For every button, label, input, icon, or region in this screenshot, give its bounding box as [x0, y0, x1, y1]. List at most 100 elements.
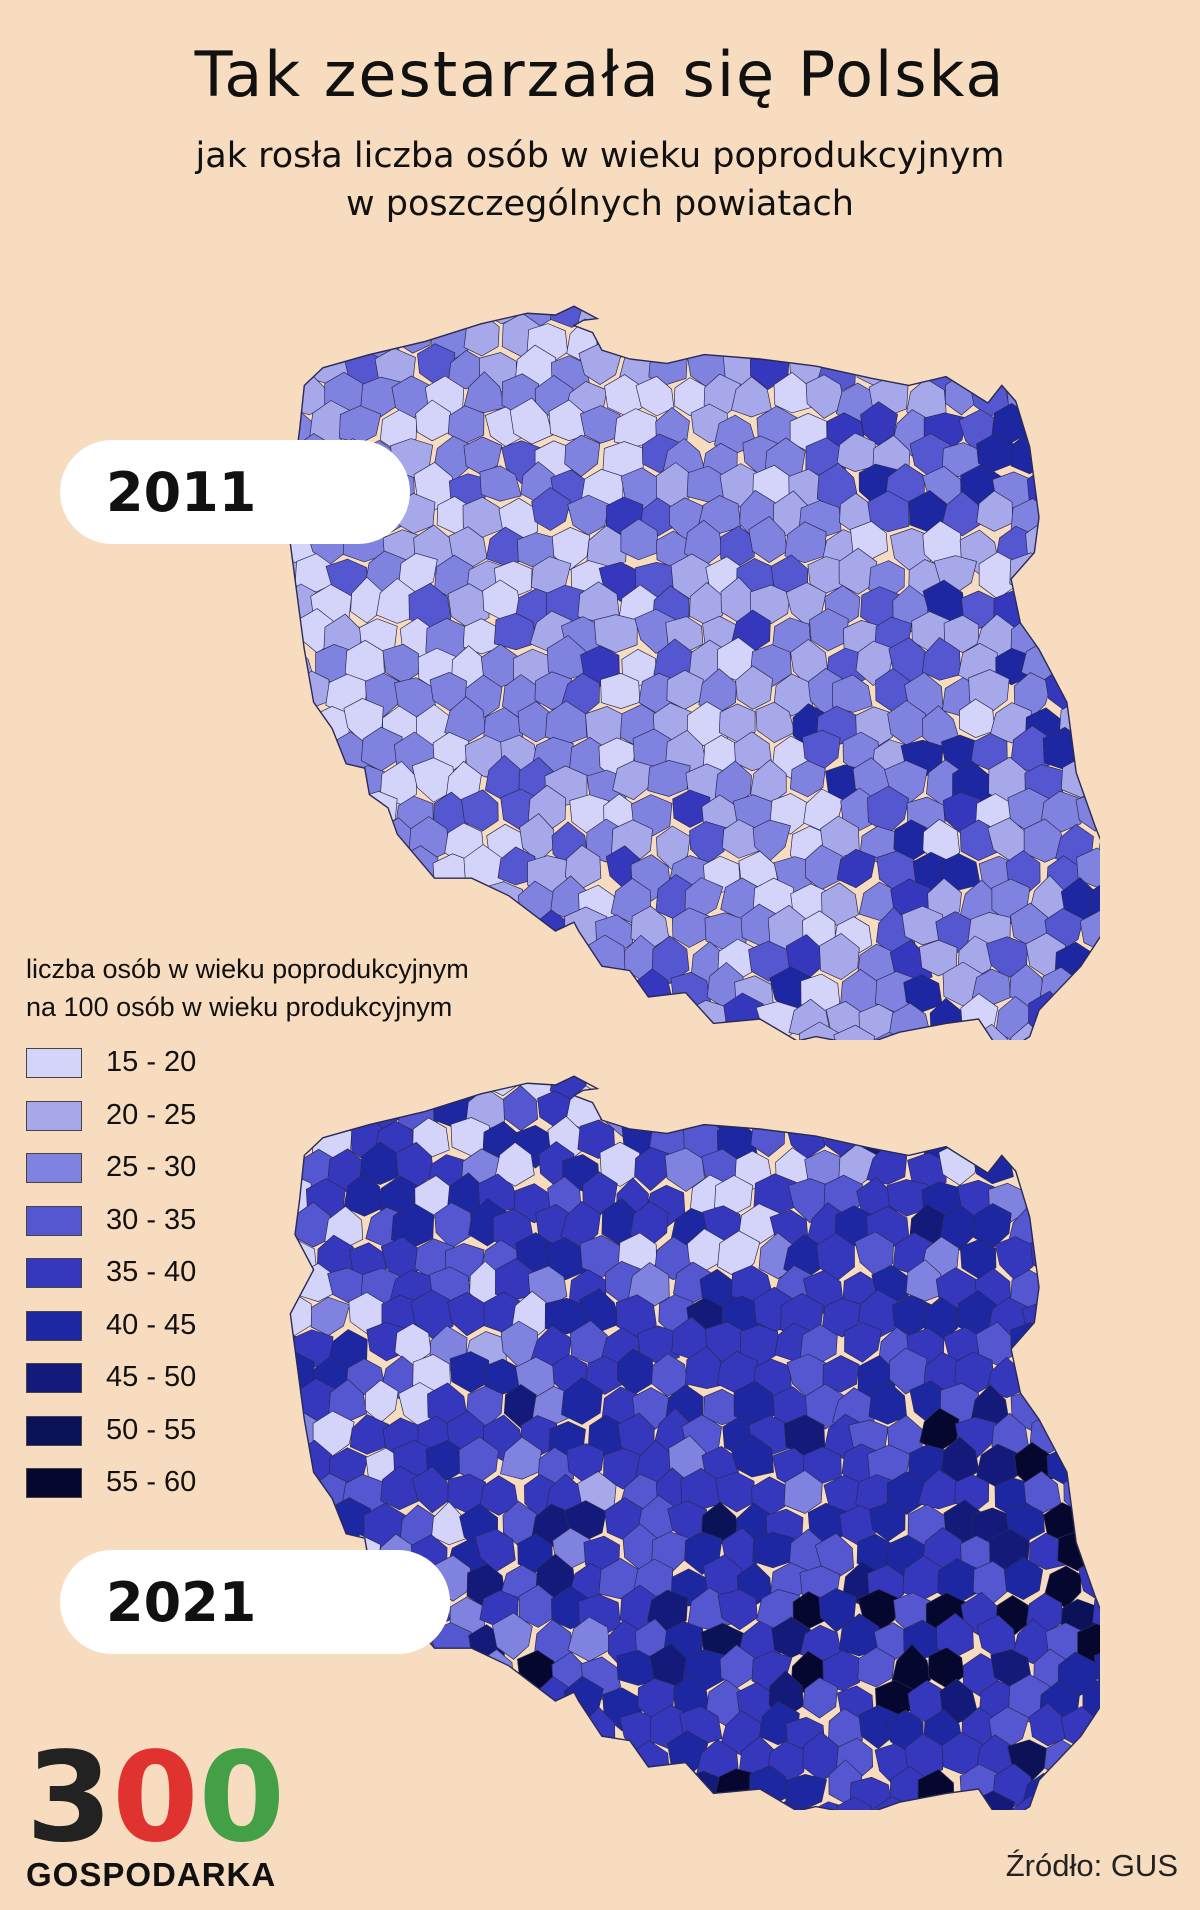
- county-region: [411, 1466, 450, 1514]
- county-region: [959, 698, 996, 738]
- county-region: [844, 1321, 882, 1363]
- county-region: [357, 791, 398, 833]
- county-region: [735, 665, 773, 710]
- county-region: [941, 491, 981, 537]
- county-region: [411, 757, 455, 803]
- legend-title-line-1: liczba osób w wieku poprodukcyjnym: [26, 954, 469, 984]
- county-region: [748, 515, 788, 564]
- county-region: [802, 1677, 838, 1719]
- page-subtitle: jak rosła liczba osób w wieku poprodukcy…: [0, 132, 1200, 228]
- year-text-2011: 2011: [106, 460, 257, 524]
- year-label-2021: 2021: [60, 1550, 450, 1654]
- county-region: [833, 1024, 876, 1040]
- county-region: [429, 672, 467, 711]
- logo-digit-0-red: 0: [112, 1726, 198, 1870]
- county-region: [784, 521, 827, 564]
- county-region: [731, 376, 772, 418]
- country-border: [289, 1075, 1100, 1810]
- county-region: [634, 608, 677, 654]
- county-region: [348, 1292, 386, 1335]
- legend-title-line-2: na 100 osób w wieku produkcyjnym: [26, 992, 453, 1022]
- county-region: [500, 1436, 542, 1480]
- county-region: [463, 371, 506, 414]
- county-region: [1009, 552, 1053, 597]
- legend-swatch: [26, 1100, 82, 1131]
- legend-label: 30 - 35: [106, 1203, 197, 1236]
- county-region: [349, 1414, 389, 1455]
- county-region: [517, 1533, 553, 1573]
- county-region: [818, 1588, 857, 1633]
- legend-swatch: [26, 1468, 82, 1498]
- county-region: [531, 486, 571, 531]
- county-region: [461, 789, 499, 832]
- county-region: [497, 846, 536, 886]
- subtitle-line-1: jak rosła liczba osób w wieku poprodukcy…: [195, 136, 1005, 176]
- county-region: [579, 405, 621, 444]
- county-region: [905, 1259, 946, 1302]
- county-region: [868, 1380, 907, 1425]
- county-region: [805, 374, 846, 419]
- county-region: [901, 905, 944, 946]
- county-region: [1079, 909, 1100, 952]
- county-region: [783, 1470, 823, 1514]
- county-region: [715, 1471, 756, 1513]
- legend-swatch: [26, 1258, 82, 1288]
- map-2021: [280, 1050, 1100, 1810]
- county-region: [564, 434, 601, 477]
- country-border: [289, 305, 1100, 1040]
- logo-digit-3: 3: [26, 1726, 112, 1870]
- county-region: [672, 789, 711, 828]
- county-region: [729, 1434, 774, 1478]
- county-region: [836, 848, 876, 889]
- legend-label: 40 - 45: [106, 1308, 197, 1341]
- logo-300-gospodarka: 3 0 0 GOSPODARKA: [26, 1726, 286, 1893]
- county-region: [836, 432, 877, 472]
- county-region: [509, 397, 554, 445]
- county-region: [769, 1800, 808, 1810]
- county-region: [290, 1293, 314, 1336]
- county-region: [600, 672, 641, 709]
- page-title: Tak zestarzała się Polska: [194, 38, 1006, 111]
- map-2021-svg: [289, 1075, 1100, 1810]
- county-region: [310, 1296, 351, 1337]
- county-region: [838, 1613, 880, 1657]
- logo-digit-0-green: 0: [198, 1726, 285, 1870]
- county-region: [493, 612, 537, 651]
- county-region: [752, 1532, 795, 1569]
- county-region: [971, 1145, 1014, 1185]
- county-region: [620, 518, 659, 561]
- county-region: [856, 342, 898, 388]
- county-region: [599, 1141, 641, 1187]
- county-region: [534, 671, 572, 711]
- logo-text: GOSPODARKA: [26, 1856, 277, 1893]
- county-region: [312, 1410, 355, 1457]
- county-region: [492, 1612, 533, 1660]
- legend-label: 15 - 20: [106, 1046, 197, 1078]
- county-region: [867, 490, 910, 533]
- county-region: [822, 1355, 860, 1393]
- county-region: [463, 312, 500, 357]
- county-region: [734, 731, 773, 772]
- county-region: [869, 1502, 906, 1542]
- county-region: [941, 1732, 984, 1775]
- map-2011: [280, 280, 1100, 1040]
- county-region: [1075, 792, 1100, 832]
- county-region: [922, 636, 961, 681]
- legend-label: 55 - 60: [106, 1466, 197, 1498]
- county-region: [580, 645, 620, 687]
- county-region: [819, 932, 860, 981]
- county-region: [1089, 878, 1100, 922]
- county-region: [495, 1141, 535, 1187]
- county-region: [551, 527, 591, 571]
- county-region: [479, 465, 522, 502]
- county-region: [1043, 1739, 1082, 1781]
- county-region: [686, 999, 728, 1040]
- county-region: [449, 1351, 491, 1393]
- legend-swatch: [26, 1363, 82, 1393]
- county-region: [635, 375, 675, 417]
- county-region: [889, 1347, 928, 1395]
- county-region: [577, 1119, 615, 1160]
- county-region: [1046, 1447, 1085, 1485]
- county-cells: [290, 1076, 1100, 1810]
- source-note: Źródło: GUS: [1005, 1848, 1178, 1883]
